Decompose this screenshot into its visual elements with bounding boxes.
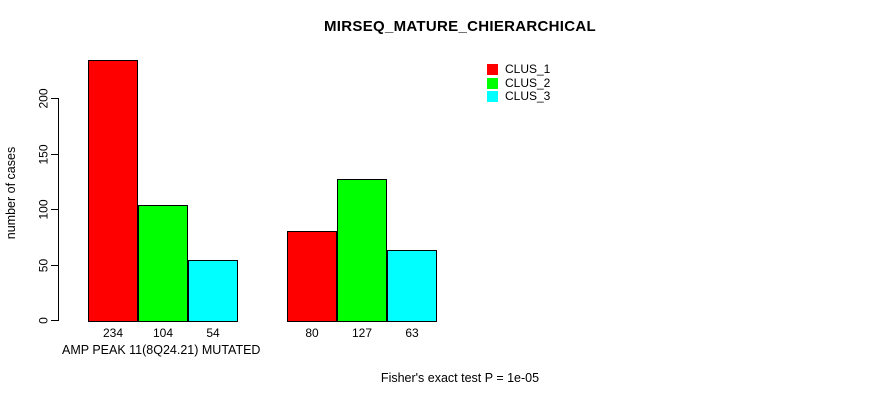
y-tick-label: 0 — [36, 317, 51, 324]
legend-row: CLUS_2 — [487, 75, 551, 90]
y-axis-label: number of cases — [4, 146, 18, 240]
y-tick-label: 50 — [36, 258, 51, 272]
bar-value-label: 127 — [351, 326, 373, 340]
y-tick — [51, 98, 59, 99]
y-tick — [51, 153, 59, 155]
legend-row: CLUS_3 — [487, 89, 551, 104]
chart-title: MIRSEQ_MATURE_CHIERARCHICAL — [324, 18, 596, 35]
bar-value-label: 104 — [152, 326, 174, 340]
bar-value-label: 80 — [305, 326, 319, 340]
legend-label: CLUS_2 — [505, 75, 551, 90]
bar-value-label: 54 — [206, 326, 220, 340]
y-tick-label: 100 — [36, 199, 51, 220]
legend-label: CLUS_3 — [505, 89, 551, 104]
bar-clus_2-group2 — [337, 179, 387, 322]
bar-value-label: 234 — [102, 326, 124, 340]
legend-swatch-icon — [487, 77, 498, 89]
x-axis-group-label: AMP PEAK 11(8Q24.21) MUTATED — [62, 343, 261, 357]
legend-label: CLUS_1 — [505, 62, 551, 77]
bar-clus_2-group1 — [138, 204, 188, 322]
legend: CLUS_1 CLUS_2 CLUS_3 — [487, 62, 551, 104]
bar-clus_1-group2 — [287, 231, 337, 322]
legend-swatch-icon — [487, 91, 498, 103]
bar-clus_3-group2 — [387, 250, 437, 322]
footer-note: Fisher's exact test P = 1e-05 — [380, 371, 540, 385]
legend-row: CLUS_1 — [487, 62, 551, 77]
y-tick — [51, 320, 59, 321]
y-tick — [51, 264, 59, 266]
y-tick — [51, 209, 59, 210]
y-tick-label: 200 — [36, 88, 51, 109]
bar-clus_3-group1 — [188, 260, 238, 322]
y-tick-label: 150 — [36, 143, 51, 165]
bar-value-label: 63 — [405, 326, 419, 340]
legend-swatch-icon — [487, 64, 498, 76]
bar-clus_1-group1 — [88, 60, 138, 322]
